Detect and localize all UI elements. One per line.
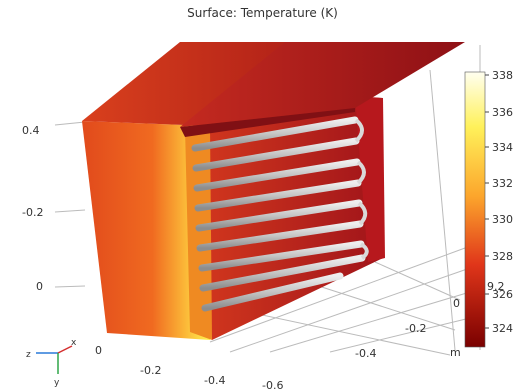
triad-z-label: z <box>26 350 31 360</box>
tube-6 <box>196 220 364 252</box>
tube-2 <box>192 137 360 172</box>
x-tick-neg-0.2: -0.2 <box>140 364 161 377</box>
axis-unit-label: m <box>450 346 461 359</box>
colorbar-tick-326: 326 <box>492 288 513 301</box>
colorbar-gradient <box>464 71 486 348</box>
y-tick-neg-0.4: -0.4 <box>355 347 376 360</box>
tube-7 <box>198 240 365 272</box>
tube-1 <box>191 116 359 152</box>
triad-x-label: x <box>71 338 77 348</box>
lid-edge <box>180 108 355 137</box>
plot-title: Surface: Temperature (K) <box>187 6 338 20</box>
tube-8 <box>199 254 366 292</box>
tube-3 <box>193 158 361 192</box>
y-tick-neg-0.2: -0.2 <box>405 322 426 335</box>
z-tick-neg-0.2: -0.2 <box>22 206 43 219</box>
colorbar-tick-338: 338 <box>492 69 513 82</box>
colorbar-tick-334: 334 <box>492 141 513 154</box>
colorbar: 338 336 334 332 330 328 9.2 326 324 <box>464 69 513 348</box>
tube-bends <box>354 118 369 260</box>
axis-triad: z x y <box>26 338 77 388</box>
tube-bundle <box>191 116 366 312</box>
box-side-rim <box>355 96 385 262</box>
tube-9 <box>201 272 344 312</box>
colorbar-tick-332: 332 <box>492 177 513 190</box>
tube-4 <box>194 179 362 212</box>
z-tick-0.4: 0.4 <box>22 124 40 137</box>
colorbar-tick-328: 328 <box>492 250 513 263</box>
tube-5 <box>195 199 363 232</box>
x-tick-0: 0 <box>95 344 102 357</box>
lid-plate <box>180 42 465 127</box>
colorbar-stray-label: 9.2 <box>487 280 505 293</box>
box-front-face <box>82 121 210 340</box>
triad-y-label: y <box>54 378 60 388</box>
x-tick-neg-0.4: -0.4 <box>204 374 225 387</box>
colorbar-tick-330: 330 <box>492 213 513 226</box>
colorbar-tick-336: 336 <box>492 106 513 119</box>
colorbar-tick-324: 324 <box>492 322 513 335</box>
x-tick-neg-0.6: -0.6 <box>262 379 283 392</box>
y-tick-0: 0 <box>453 297 460 310</box>
z-tick-0: 0 <box>36 280 43 293</box>
